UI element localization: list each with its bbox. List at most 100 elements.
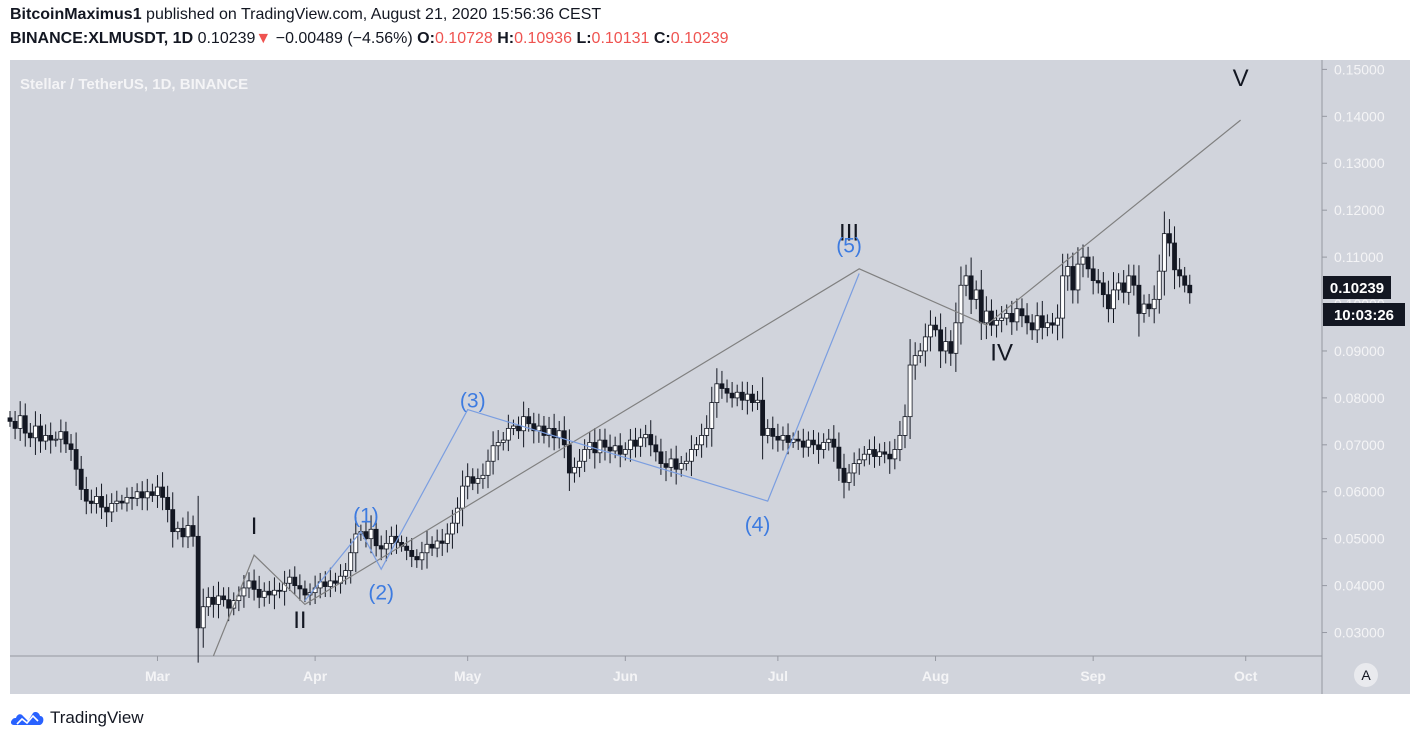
last-price: 0.10239 (197, 30, 256, 47)
candle-body (750, 393, 755, 403)
plot-pane[interactable] (10, 60, 1322, 656)
candle-body (1126, 275, 1132, 293)
low-label: L: (576, 30, 592, 47)
candle-body (434, 540, 440, 549)
candle-body (1039, 315, 1045, 328)
candle-body (892, 449, 898, 460)
candle-body (678, 463, 684, 470)
candle-body (455, 507, 460, 524)
candle-body (994, 320, 999, 326)
author-name[interactable]: BitcoinMaximus1 (10, 6, 142, 23)
candle-body (99, 496, 104, 508)
auto-scale-label[interactable]: A (1361, 667, 1371, 683)
candle-body (602, 439, 608, 448)
candle-body (134, 491, 140, 499)
time-tick-labels: Mar Apr May Jun Jul Aug Sep Oct (145, 656, 1258, 684)
candle-body (943, 341, 949, 352)
candle-body (1050, 322, 1055, 326)
candle-body (373, 528, 379, 547)
candle-body (566, 444, 572, 474)
candle-body (200, 606, 206, 629)
auto-scale-button[interactable]: A (1354, 663, 1378, 687)
price-axis[interactable] (1322, 60, 1410, 694)
candle-body (729, 392, 735, 399)
candle-body (1121, 282, 1127, 293)
candle-body (531, 423, 537, 432)
candle-body (1167, 233, 1172, 244)
candle-body (541, 425, 547, 436)
candle-body (816, 444, 821, 450)
candle-body (948, 341, 954, 354)
candle-body (1141, 303, 1147, 314)
candle-body (999, 317, 1005, 321)
candle-body (378, 545, 384, 550)
candle-body (287, 576, 293, 584)
candle-body (638, 437, 643, 447)
candle-body (1029, 322, 1035, 331)
price-tick-labels: 0.03000 0.04000 0.05000 0.06000 0.07000 0.080… (1322, 61, 1385, 641)
candle-body (38, 425, 43, 442)
candle-body (1106, 294, 1111, 310)
price-tick-label: 0.03000 (1334, 625, 1385, 641)
time-tick-label: Jul (768, 668, 788, 684)
auto-scale-circle[interactable] (1354, 663, 1378, 687)
open-value: 0.10728 (434, 30, 493, 47)
candle-body (536, 425, 542, 432)
candle-body (388, 535, 394, 544)
candle-body (190, 525, 196, 537)
candle-body (795, 438, 801, 442)
candle-body (505, 427, 511, 441)
candle-body (1009, 313, 1015, 323)
wave-label-major: II (293, 607, 306, 634)
candle-body (460, 485, 465, 509)
tradingview-footer[interactable]: TradingView (10, 708, 144, 728)
candle-body (582, 449, 588, 462)
candle-body (800, 440, 806, 448)
candle-body (704, 427, 710, 436)
time-tick-label: Aug (922, 668, 949, 684)
candle-body (149, 491, 155, 496)
candle-body (495, 442, 501, 447)
candle-body (444, 533, 450, 544)
candle-body (867, 449, 872, 455)
candle-body (689, 449, 694, 462)
candle-body (48, 435, 54, 441)
candle-body (968, 275, 974, 300)
price-tick-label: 0.05000 (1334, 531, 1385, 547)
candle-body (1024, 315, 1030, 324)
time-tick-label: Jun (613, 668, 638, 684)
candle-body (561, 430, 567, 446)
candle-body (668, 458, 674, 468)
wave-label-minor: (4) (745, 514, 771, 537)
candle-body (1116, 282, 1121, 291)
candle-body (694, 444, 699, 450)
candle-body (1019, 308, 1025, 317)
candle-body (211, 596, 216, 605)
candle-body (724, 388, 730, 394)
candle-body (226, 599, 232, 609)
candle-body (912, 355, 918, 366)
price-tag-box (1323, 276, 1391, 299)
price-tick-label: 0.13000 (1334, 155, 1385, 171)
time-tick-label: Mar (145, 668, 170, 684)
countdown-tag-text: 10:03:26 (1334, 307, 1394, 324)
candle-body (414, 556, 420, 561)
candle-body (465, 476, 471, 487)
open-label: O: (417, 30, 435, 47)
candle-body (439, 540, 445, 544)
wave-label-major: V (1233, 65, 1249, 92)
price-tick-label: 0.15000 (1334, 61, 1385, 77)
candle-body (216, 595, 221, 605)
candle-body (907, 364, 913, 418)
candle-body (297, 585, 303, 590)
candle-body (653, 444, 659, 453)
time-axis[interactable] (10, 656, 1322, 694)
candle-body (160, 486, 165, 498)
wave-minor-line (304, 273, 860, 601)
candle-body (1014, 308, 1020, 323)
candle-body (846, 472, 852, 483)
high-label: H: (497, 30, 515, 47)
price-tick-label: 0.08000 (1334, 390, 1385, 406)
candle-body (978, 289, 984, 324)
